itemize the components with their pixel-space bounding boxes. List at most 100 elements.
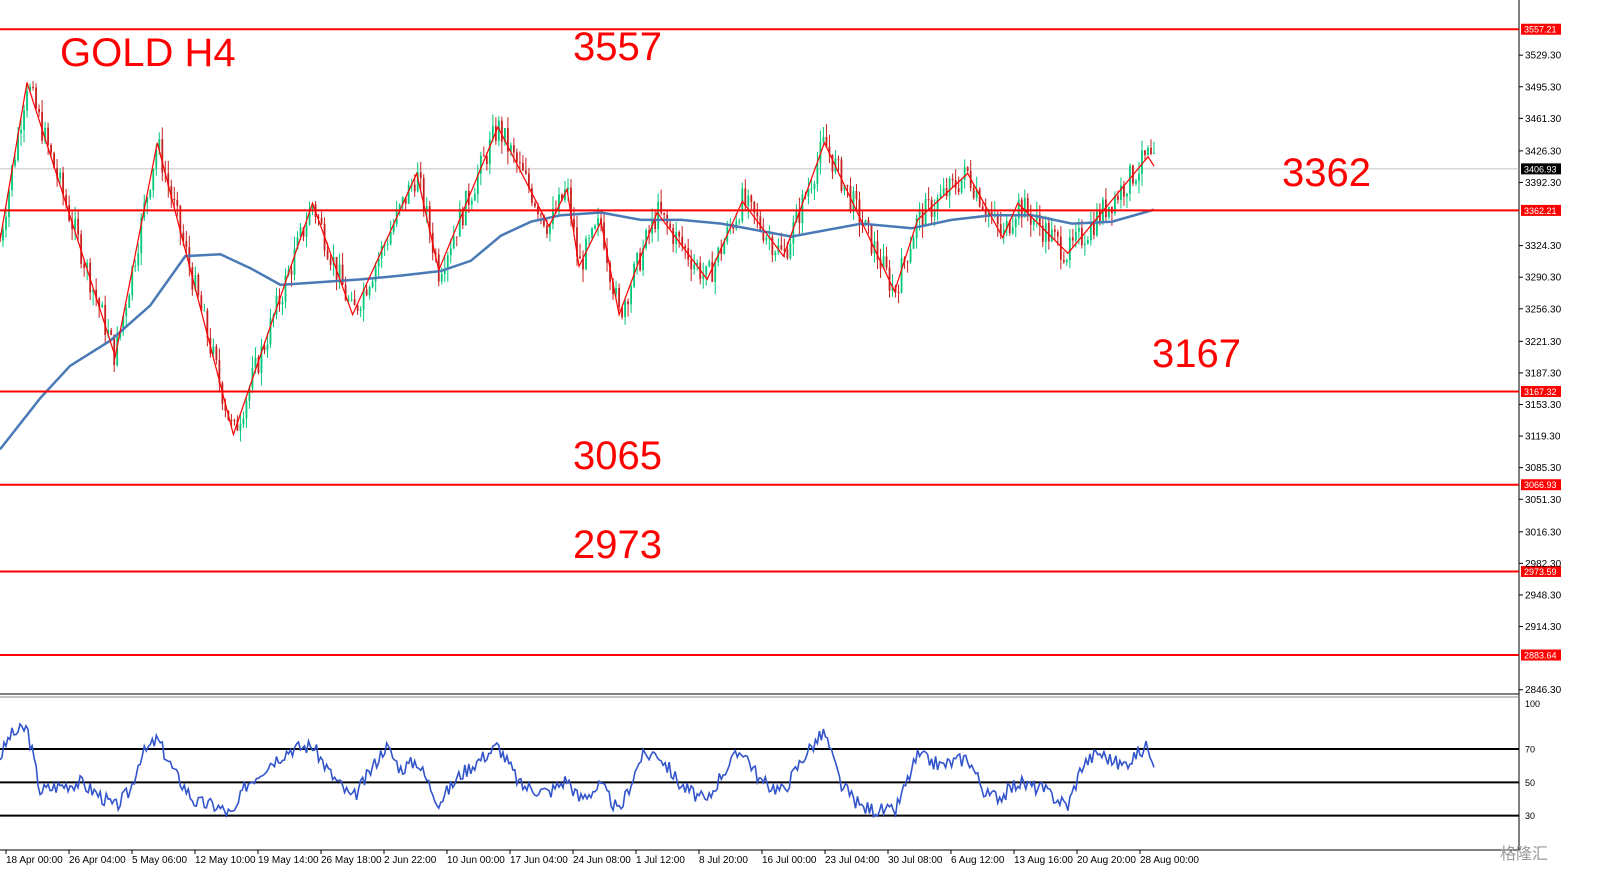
candle-body: [810, 188, 813, 190]
candle: [38, 104, 40, 117]
candle-body: [71, 220, 74, 229]
candle-body: [104, 304, 107, 335]
candle-body: [1038, 214, 1041, 226]
candle-body: [669, 223, 672, 228]
candle-body: [930, 199, 933, 217]
candle-body: [711, 261, 714, 282]
price-axis: 3529.30 3495.30 3461.30 3426.30 3392.30 3324.…: [1519, 51, 1562, 696]
candle-body: [951, 178, 954, 181]
candle-body: [464, 190, 467, 226]
candle-body: [434, 252, 437, 255]
candle: [428, 201, 431, 244]
candle-body: [470, 200, 473, 205]
level-price-tag-text: 3066.93: [1524, 480, 1557, 490]
candle-body: [639, 253, 642, 271]
candle: [200, 291, 203, 312]
candle: [696, 259, 699, 271]
y-tick-label: 3016.30: [1525, 527, 1562, 538]
candle: [1089, 211, 1092, 246]
main-panel-frame: [0, 0, 1520, 851]
y-tick-label: 3461.30: [1525, 114, 1562, 125]
candle-body: [305, 225, 308, 237]
candle: [419, 161, 422, 191]
candle-body: [506, 128, 509, 152]
candle-body: [1123, 185, 1125, 197]
candle-body: [440, 274, 443, 282]
candle-body: [194, 274, 197, 290]
candle-body: [137, 253, 140, 266]
candle-body: [942, 188, 945, 195]
candle-body: [296, 236, 299, 249]
level-label: 3065: [573, 434, 662, 478]
candle-body: [0, 240, 1, 242]
level-label: 2973: [573, 523, 662, 567]
candle: [870, 223, 873, 256]
candle: [260, 338, 263, 386]
candle: [960, 179, 963, 195]
candle-body: [1074, 231, 1077, 241]
candle-body: [113, 334, 116, 366]
candle: [945, 177, 948, 200]
candle-body: [738, 221, 741, 223]
candle-body: [795, 209, 798, 222]
candle: [858, 191, 861, 237]
candle-body: [588, 238, 590, 240]
candle-body: [918, 209, 921, 219]
candle-body: [269, 318, 272, 345]
candle-body: [561, 194, 563, 201]
candle-body: [762, 229, 765, 241]
candle: [1135, 178, 1137, 187]
x-tick-label: 10 Jun 00:00: [447, 855, 505, 866]
candle: [95, 278, 98, 307]
candle-body: [257, 357, 260, 373]
candle-body: [443, 269, 446, 275]
candle-body: [963, 167, 966, 180]
candle-body: [317, 216, 320, 218]
x-tick-label: 19 May 14:00: [258, 855, 319, 866]
candle: [125, 304, 128, 327]
candle-body: [897, 292, 900, 294]
candle-body: [828, 146, 831, 155]
candle-body: [212, 346, 215, 354]
candle: [672, 224, 675, 253]
candle: [921, 203, 924, 238]
candle: [936, 194, 939, 221]
candle-body: [708, 261, 711, 266]
candle-body: [20, 130, 22, 134]
candle-body: [398, 204, 401, 210]
candle-body: [705, 265, 708, 275]
candle-body: [488, 139, 491, 164]
candle-body: [813, 183, 816, 189]
candle: [693, 253, 696, 275]
x-tick-label: 12 May 10:00: [195, 855, 256, 866]
candle-body: [224, 403, 227, 411]
candle: [392, 218, 395, 235]
candle-body: [50, 144, 52, 153]
candle-body: [948, 178, 951, 197]
candle-body: [900, 258, 903, 293]
candle-body: [65, 194, 68, 206]
candle-body: [594, 225, 596, 229]
candle-body: [1011, 227, 1014, 234]
candle: [152, 168, 155, 198]
candle-body: [876, 241, 879, 260]
candle-body: [570, 187, 572, 219]
candle: [753, 200, 756, 225]
candle-body: [852, 191, 855, 211]
candle-body: [218, 360, 221, 384]
candle-body: [744, 188, 747, 206]
x-tick-label: 17 Jun 04:00: [510, 855, 568, 866]
candle-body: [960, 179, 963, 193]
candle-body: [290, 270, 293, 275]
candle: [969, 159, 972, 192]
candle-body: [798, 209, 801, 223]
candle-body: [458, 208, 461, 237]
candle-body: [1135, 180, 1137, 184]
y-tick-label: 3221.30: [1525, 337, 1562, 348]
candle-body: [1153, 152, 1155, 154]
candle-body: [543, 215, 545, 226]
candle-body: [320, 217, 323, 224]
candle: [368, 285, 371, 300]
candle-body: [311, 204, 314, 209]
candle-body: [624, 301, 626, 318]
